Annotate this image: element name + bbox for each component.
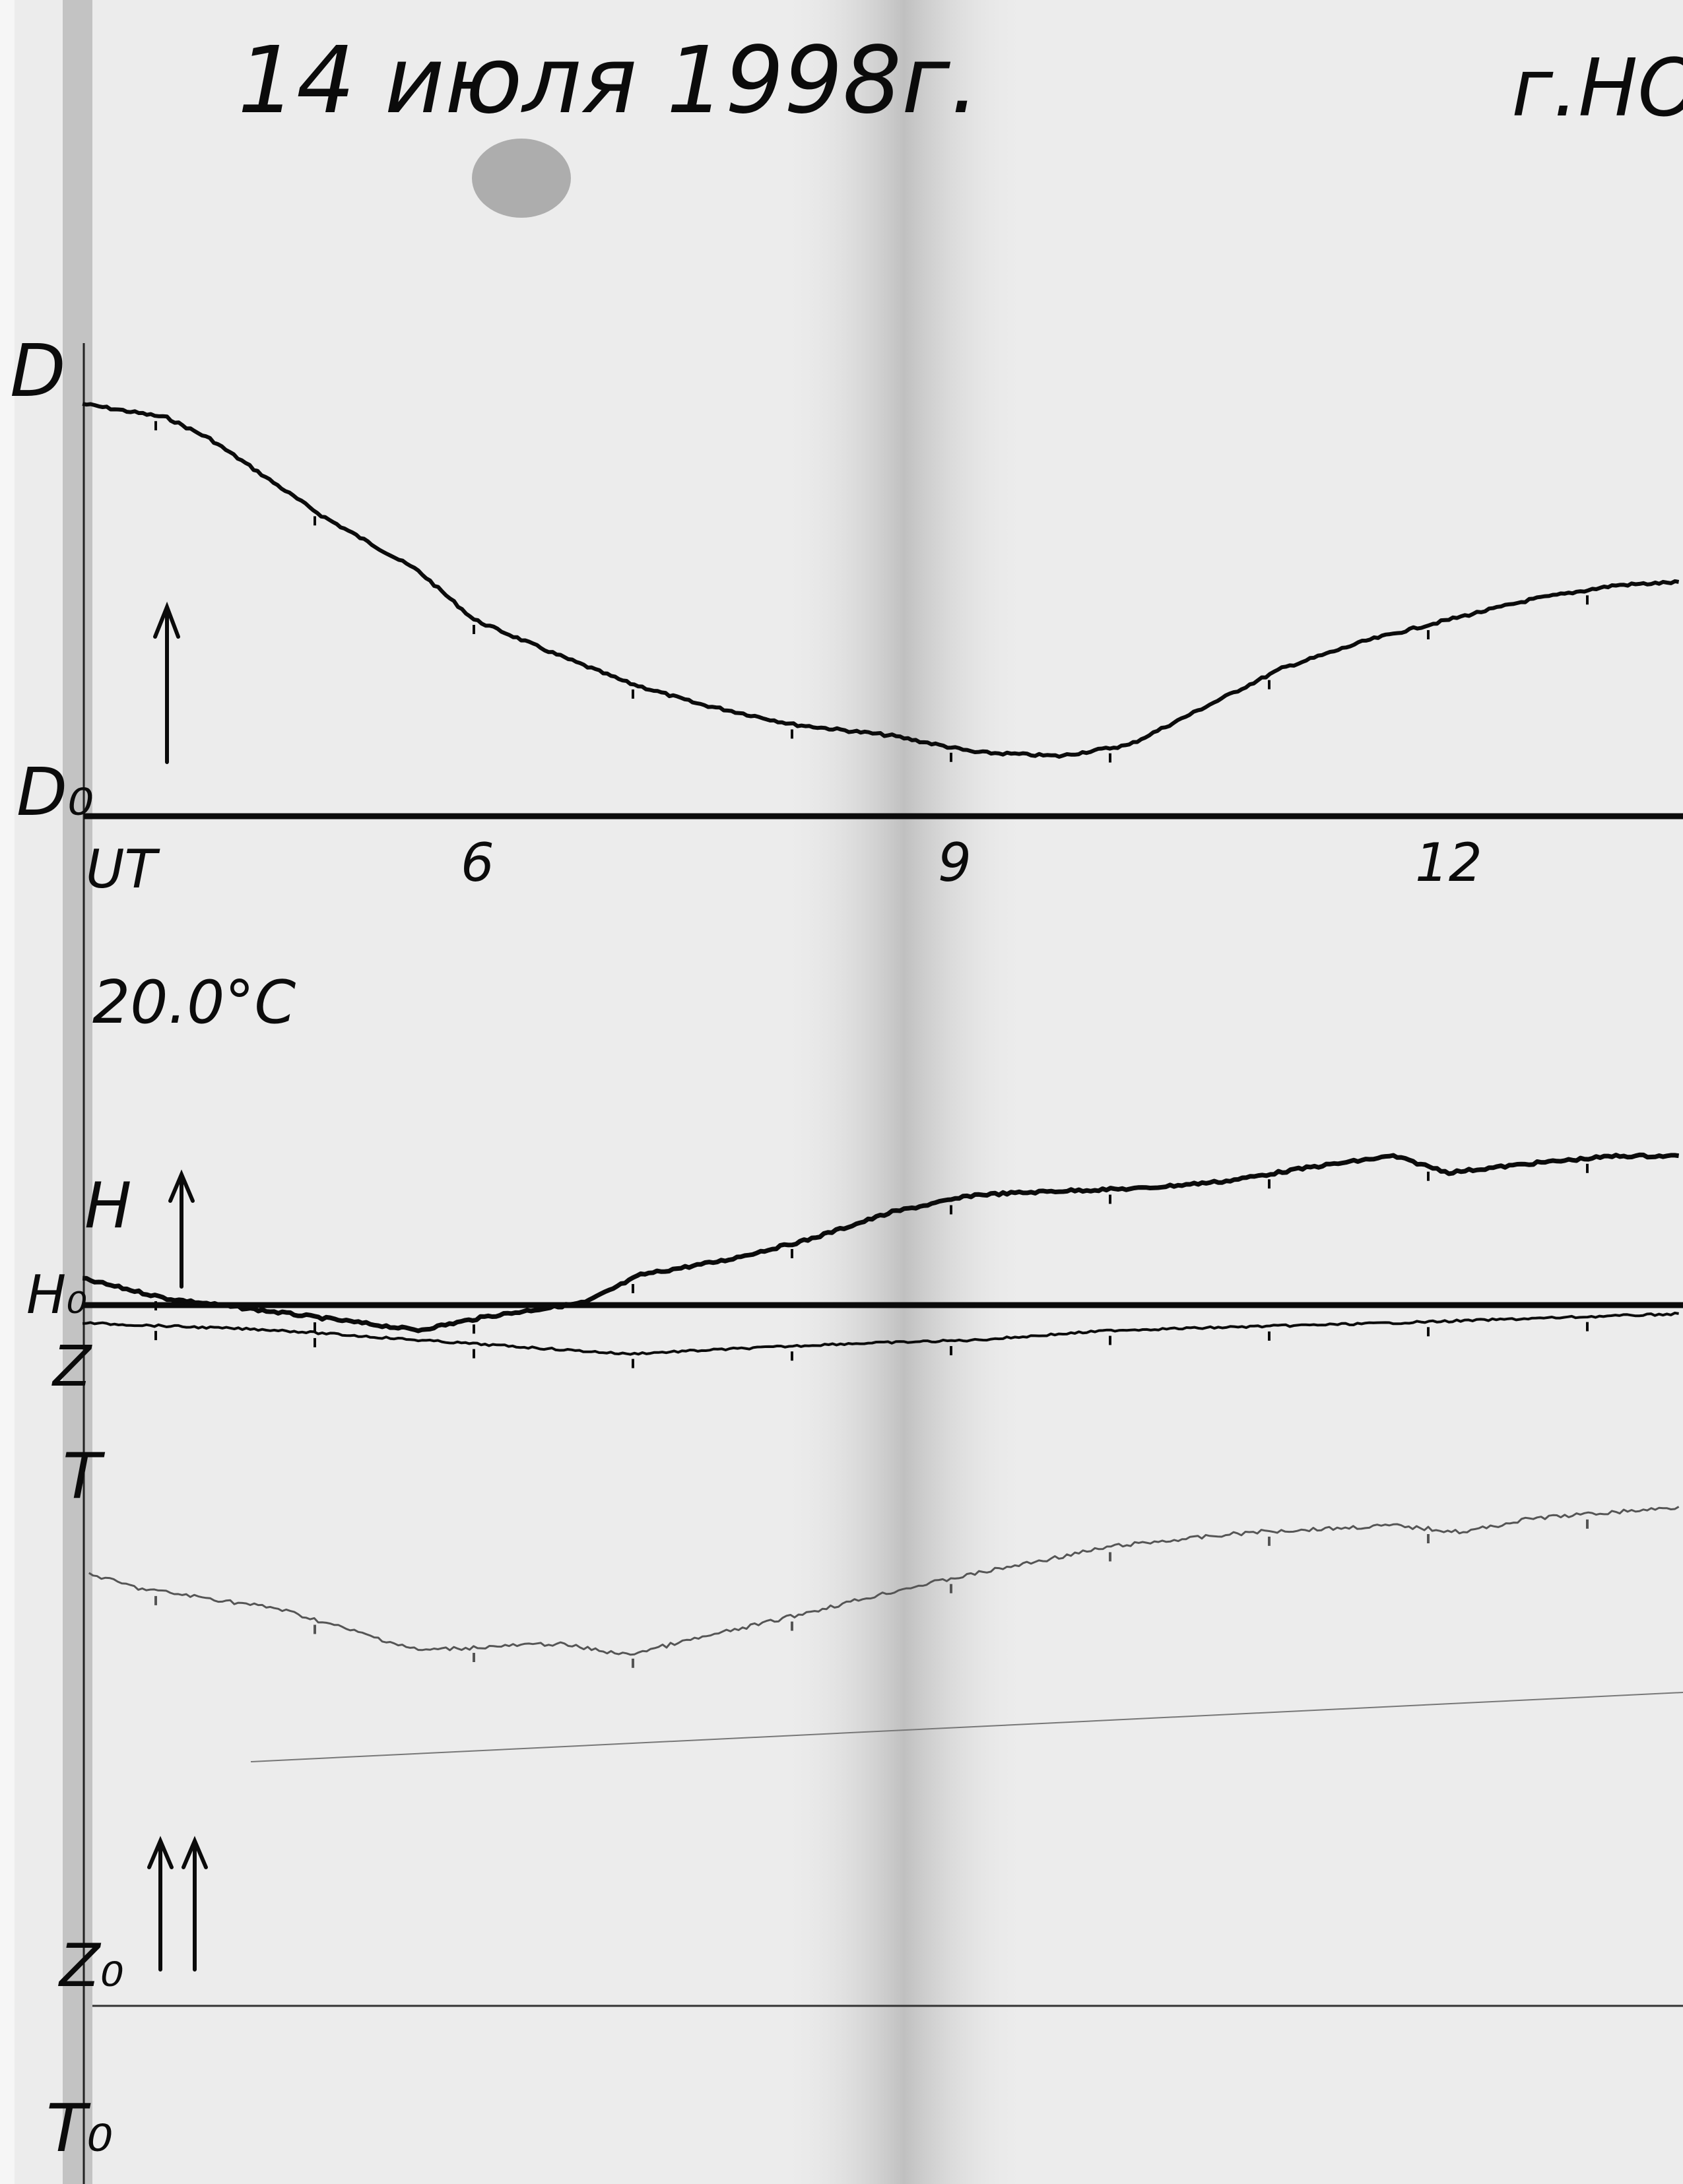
paper-margin xyxy=(0,0,15,2184)
label-z: Z xyxy=(51,1334,92,1399)
label-d: D xyxy=(10,329,66,413)
x-tick-label: 12 xyxy=(1415,832,1482,893)
x-tick-label: 6 xyxy=(461,832,494,893)
label-t0: T₀ xyxy=(46,2090,113,2167)
x-tick-label: 9 xyxy=(938,832,972,893)
station-label: г.НО xyxy=(1511,43,1683,135)
arrow-up-icon xyxy=(182,1836,208,1972)
label-temperature: 20.0°C xyxy=(92,968,296,1037)
trace-h xyxy=(82,1152,1680,1333)
trace-t xyxy=(88,1506,1680,1656)
label-h0: H₀ xyxy=(26,1264,87,1326)
x-ticks: 6 9 12 xyxy=(461,832,1482,893)
ink-stain xyxy=(472,139,571,218)
arrow-up-icon xyxy=(147,1836,174,1972)
x-axis-label: UT xyxy=(86,839,161,900)
date-title: 14 июля 1998г. xyxy=(238,27,979,135)
label-z0: Z₀ xyxy=(58,1931,124,2001)
arrow-up-icon xyxy=(168,1169,195,1289)
label-d0: D₀ xyxy=(16,754,94,831)
arrow-up-icon xyxy=(153,601,180,764)
paper-shadow-band xyxy=(779,0,1030,2184)
trace-z xyxy=(82,1311,1679,1356)
trace-d xyxy=(82,402,1680,759)
paper-edge-shadow xyxy=(63,0,92,2184)
traces xyxy=(82,402,1680,1668)
label-t: T xyxy=(63,1440,106,1513)
faint-guide-line xyxy=(250,1692,1683,1762)
label-h: H xyxy=(84,1170,131,1242)
